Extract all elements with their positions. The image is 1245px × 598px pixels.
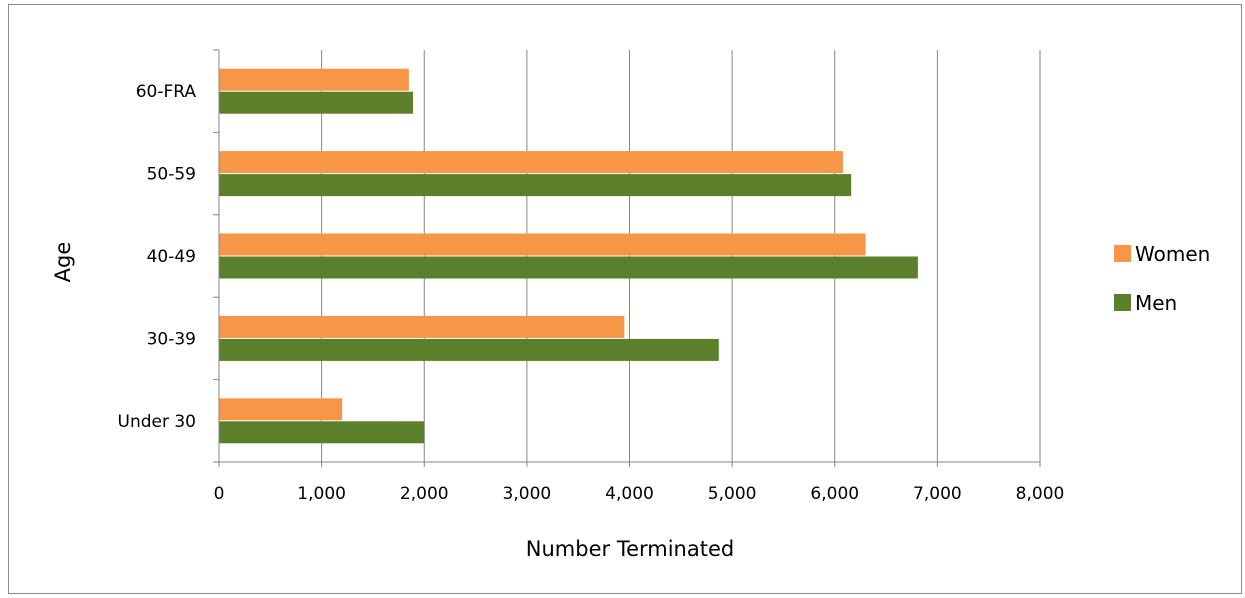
x-tick-label: 6,000 [810,484,859,504]
bar-women-30-39 [219,315,625,338]
bar-men-50-59 [219,174,852,197]
chart-frame [8,4,1242,594]
axes [213,49,1041,467]
gridlines [321,50,1041,462]
bar-women-60-fra [219,68,409,91]
bar-men-60-fra [219,91,413,114]
bar-women-40-49 [219,233,866,256]
x-axis-title: Number Terminated [526,537,734,561]
y-tick-label: 30-39 [147,329,196,349]
x-tick-label: 5,000 [708,484,757,504]
legend-swatch-men [1114,294,1131,311]
bar-men-under-30 [219,421,425,444]
bar-men-40-49 [219,256,918,279]
bar-men-30-39 [219,338,719,361]
bar-women-50-59 [219,151,843,174]
y-tick-label: 40-49 [147,247,196,267]
legend-label-men: Men [1135,291,1177,315]
legend-label-women: Women [1135,242,1210,266]
legend-swatch-women [1114,245,1131,262]
bars [219,68,918,444]
x-tick-label: 4,000 [605,484,654,504]
x-tick-label: 3,000 [503,484,552,504]
x-tick-label: 2,000 [400,484,449,504]
y-axis-title: Age [51,242,75,283]
bar-women-under-30 [219,398,343,421]
x-tick-label: 7,000 [913,484,962,504]
x-tick-labels: 0 1,000 2,000 3,000 4,000 5,000 6,000 7,000 8,00… [214,484,1065,504]
x-tick-label: 0 [214,484,225,504]
x-tick-label: 8,000 [1016,484,1065,504]
y-tick-label: 50-59 [147,165,196,185]
y-tick-label: 60-FRA [136,82,197,102]
y-tick-labels: Under 30 30-39 40-49 50-59 60-FRA [118,82,197,432]
x-tick-label: 1,000 [297,484,346,504]
legend: Women Men [1114,242,1210,315]
y-tick-label: Under 30 [118,412,197,432]
